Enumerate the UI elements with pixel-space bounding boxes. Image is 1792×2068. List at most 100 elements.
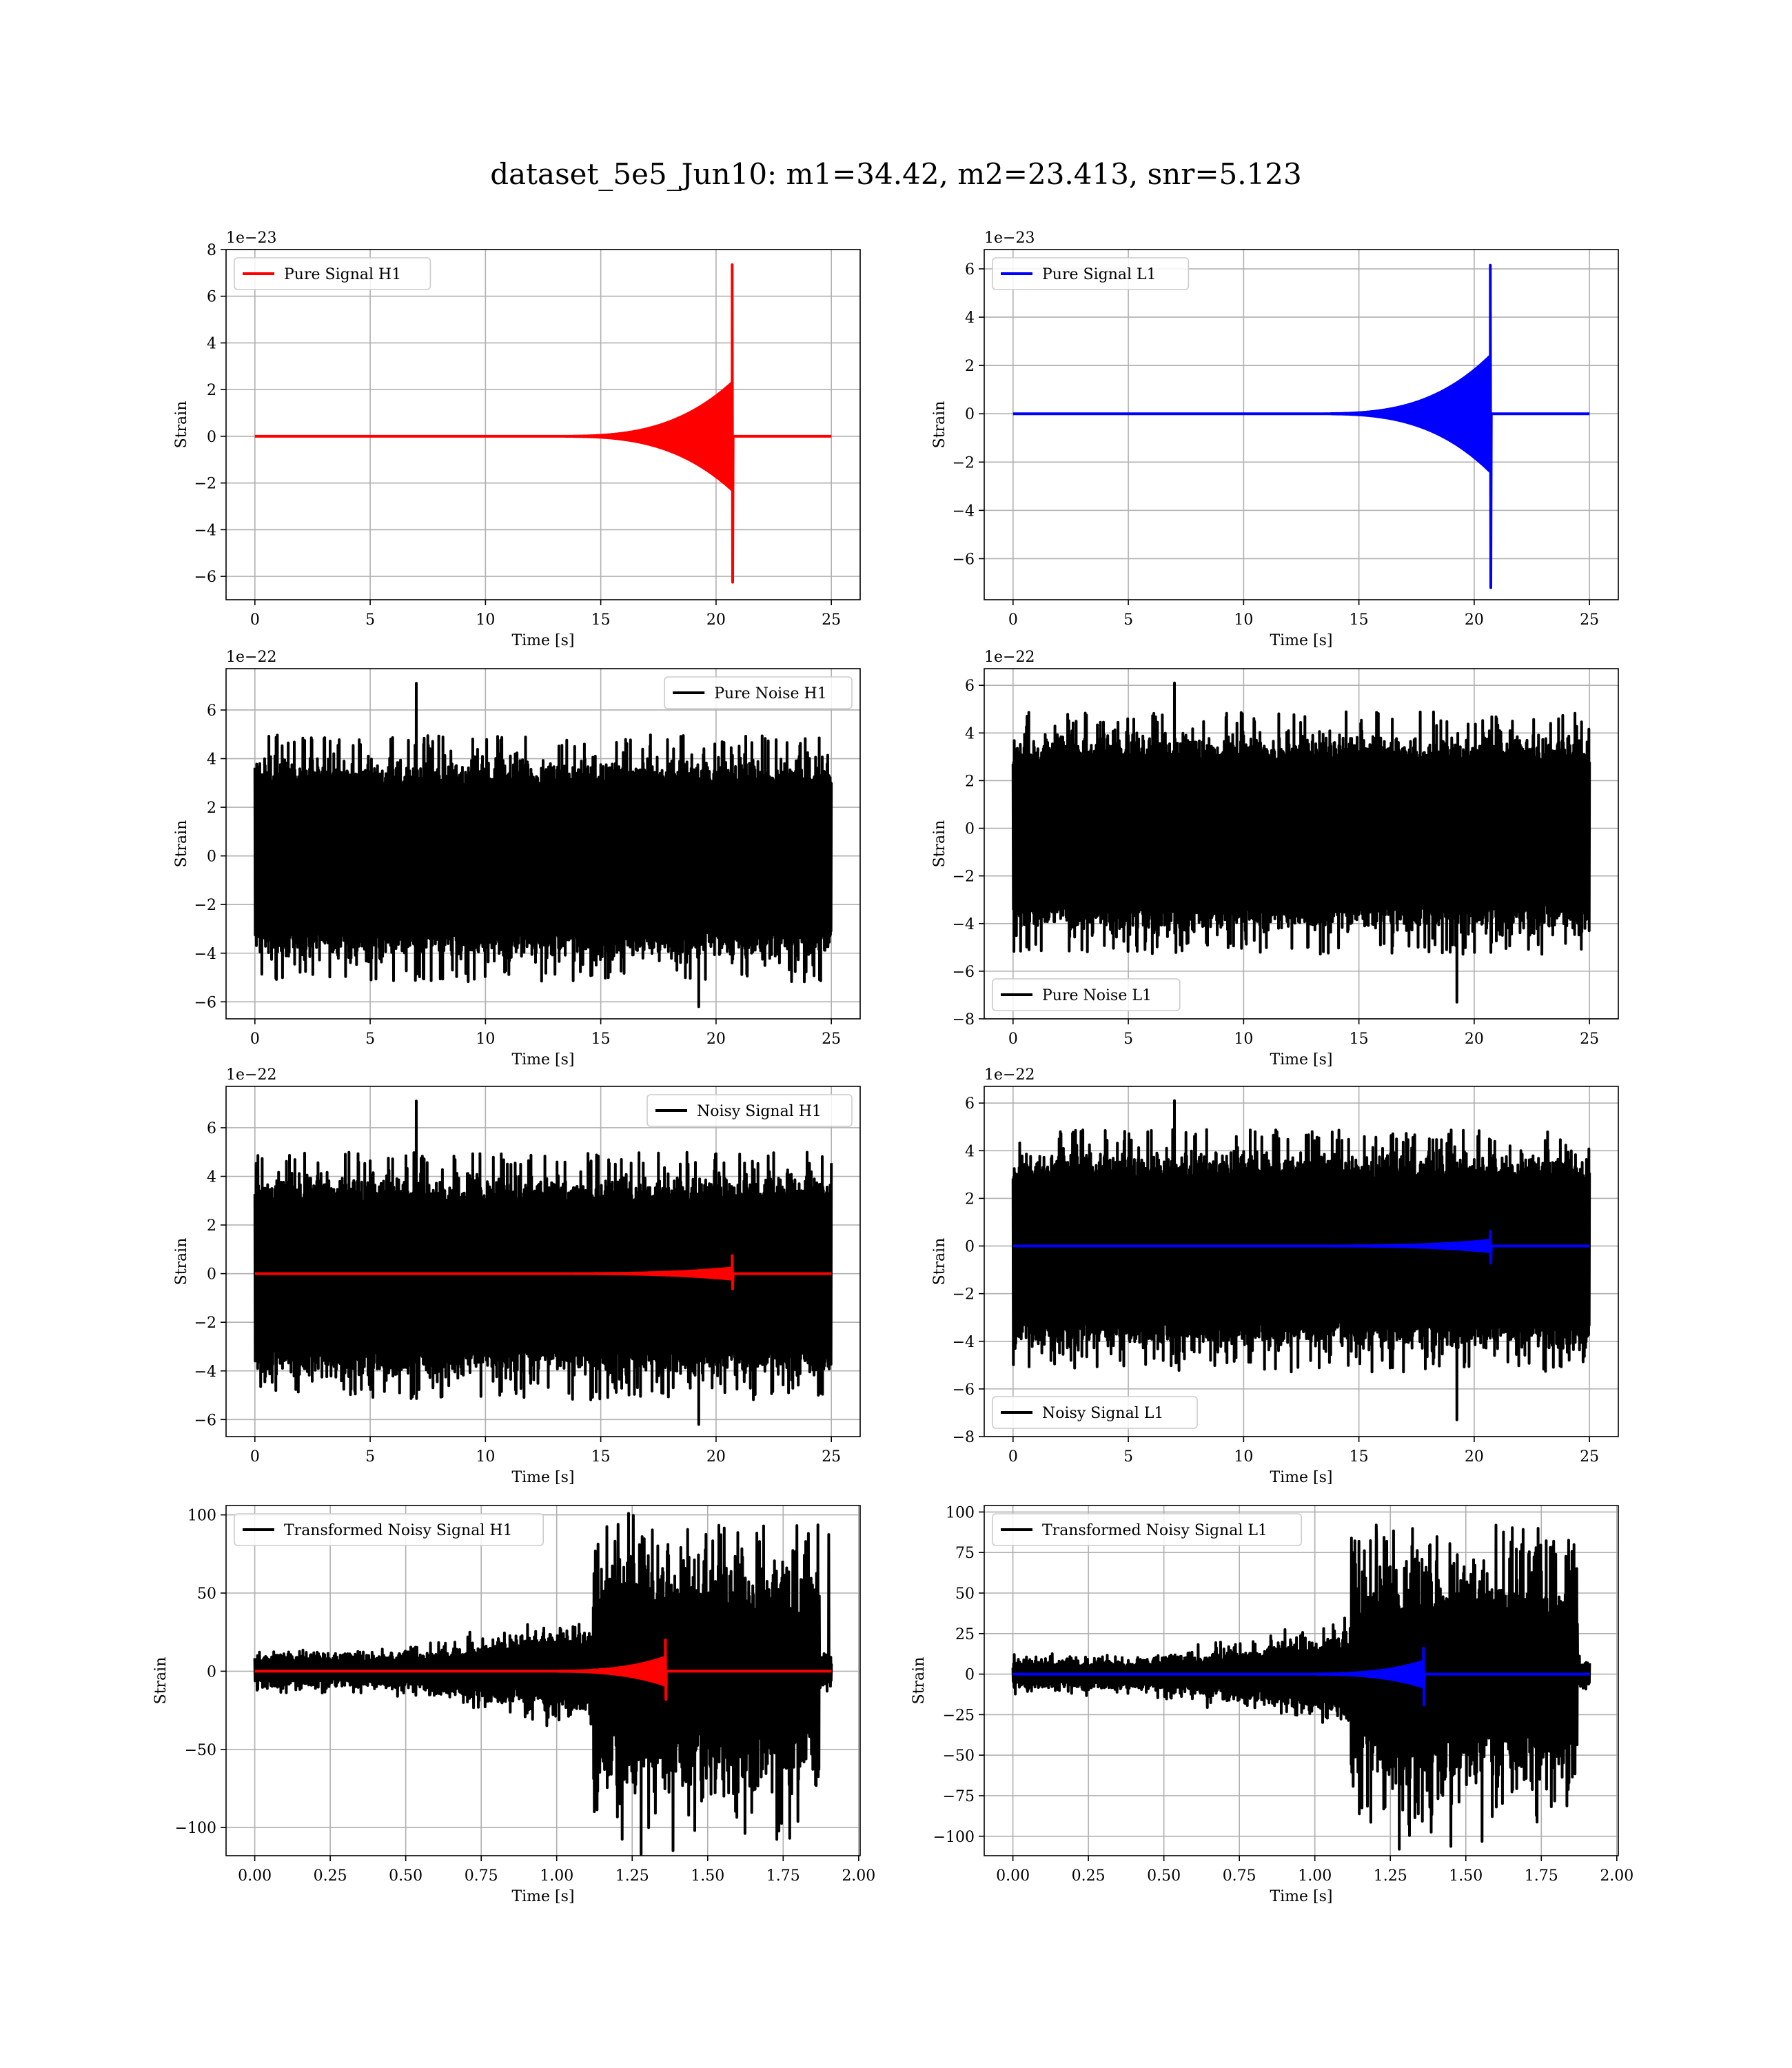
x-tick-label: 0.75 (1223, 1867, 1256, 1885)
legend-label: Pure Signal L1 (1042, 266, 1157, 283)
series-line-transformed-noisy-signal-h1-overlay (254, 1639, 832, 1701)
x-tick-label: 20 (1465, 611, 1484, 629)
axes-frame (984, 249, 1619, 600)
plot-area (1011, 681, 1591, 1004)
y-tick-label: 4 (965, 1143, 975, 1160)
legend-frame (992, 1513, 1303, 1546)
x-axis-label: Time [s] (1270, 1469, 1332, 1486)
series-line-transformed-noisy-signal-l1-overlay (1012, 1647, 1590, 1707)
chart-panel-pure-signal-h1: 0 5 10 15 20 25 −6 −4 −2 0 2 4 6 8 1e−23 Time [s] Strain… (173, 230, 861, 649)
y-tick-label: 0 (965, 1239, 975, 1256)
legend-label: Transformed Noisy Signal H1 (284, 1522, 513, 1539)
y-tick-label: 75 (955, 1545, 975, 1562)
legend-frame (664, 676, 853, 709)
y-tick-label: 6 (207, 289, 216, 306)
legend-label: Pure Signal H1 (284, 266, 401, 283)
x-tick-label: 15 (1350, 1448, 1369, 1466)
legend-frame (646, 1094, 853, 1127)
series-line-pure-signal-l1 (1012, 263, 1590, 589)
x-tick-label: 25 (822, 1031, 841, 1048)
x-axis-label: Time [s] (1270, 1888, 1332, 1905)
x-tick-label: 0.75 (465, 1867, 498, 1885)
y-tick-label: −8 (953, 1011, 975, 1028)
x-tick-label: 1.75 (1525, 1867, 1558, 1885)
series-line-noisy-signal-l1-overlay (1012, 1230, 1590, 1265)
y-tick-label: −4 (953, 1334, 975, 1351)
y-tick-label: 0 (965, 1667, 975, 1684)
chart-panel-transformed-noisy-signal-h1: 0.00 0.25 0.50 0.75 1.00 1.25 1.50 1.75 2.00 −100… (152, 1505, 875, 1905)
x-tick-label: 0.25 (314, 1867, 347, 1885)
y-tick-label: 0 (207, 429, 216, 446)
y-tick-label: 100 (187, 1508, 216, 1525)
y-tick-label: 50 (197, 1585, 216, 1603)
y-tick-label: −6 (953, 551, 975, 568)
x-tick-label: 25 (1580, 611, 1599, 629)
y-tick-label: −4 (194, 522, 216, 539)
x-tick-label: 25 (822, 1448, 841, 1466)
legend-label: Transformed Noisy Signal L1 (1042, 1522, 1267, 1539)
legend-label: Pure Noise L1 (1042, 987, 1152, 1004)
x-tick-label: 2.00 (842, 1867, 875, 1885)
y-tick-label: 0 (965, 406, 975, 423)
plot-area (1011, 1523, 1591, 1851)
y-tick-label: 2 (207, 800, 216, 817)
y-tick-label: −6 (194, 1412, 216, 1429)
y-tick-label: −4 (953, 503, 975, 520)
x-axis-label: Time [s] (511, 1888, 574, 1905)
x-tick-label: 5 (1123, 1448, 1133, 1466)
y-tick-label: −2 (953, 869, 975, 886)
y-axis-label: Strain (173, 1238, 190, 1286)
y-tick-label: −8 (953, 1429, 975, 1446)
axes-frame (225, 249, 861, 600)
x-tick-label: 0 (250, 611, 260, 629)
x-tick-label: 20 (706, 1448, 726, 1466)
series-line-noisy-signal-h1-overlay (254, 1254, 832, 1290)
x-tick-label: 20 (1465, 1031, 1484, 1048)
axes-frame (984, 1505, 1619, 1856)
y-axis-label: Strain (910, 1657, 928, 1705)
y-tick-label: 2 (965, 773, 975, 790)
y-tick-label: −25 (943, 1707, 975, 1724)
chart-panel-noisy-signal-h1: 0 5 10 15 20 25 −6 −4 −2 0 2 4 6 1e−22 Time [s] Strain N… (173, 1066, 861, 1486)
axes-frame (225, 668, 861, 1020)
y-tick-label: −100 (933, 1829, 975, 1846)
y-axis-label: Strain (931, 401, 948, 449)
x-tick-label: 1.00 (540, 1867, 573, 1885)
x-tick-label: 2.00 (1600, 1867, 1633, 1885)
y-tick-label: 25 (955, 1626, 975, 1643)
x-tick-label: 0 (1008, 611, 1018, 629)
y-tick-label: 4 (207, 335, 216, 352)
x-tick-label: 1.50 (1449, 1867, 1483, 1885)
y-tick-label: 6 (965, 678, 975, 695)
series-line-pure-signal-h1 (254, 263, 832, 584)
y-tick-label: 0 (207, 1663, 216, 1681)
x-tick-label: 0.25 (1072, 1867, 1106, 1885)
x-tick-label: 5 (1123, 611, 1133, 629)
y-tick-label: 6 (965, 261, 975, 278)
y-tick-label: 6 (965, 1095, 975, 1113)
y-tick-label: 4 (207, 751, 216, 769)
x-tick-label: 0.50 (1147, 1867, 1181, 1885)
x-axis-label: Time [s] (1270, 632, 1332, 649)
offset-text: 1e−22 (984, 1066, 1035, 1084)
x-tick-label: 25 (822, 611, 841, 629)
x-axis-label: Time [s] (511, 1051, 574, 1068)
y-tick-label: −75 (943, 1788, 975, 1805)
x-tick-label: 15 (1350, 611, 1369, 629)
y-tick-label: 2 (965, 1190, 975, 1208)
y-tick-label: −6 (953, 964, 975, 981)
x-axis-label: Time [s] (1270, 1051, 1332, 1068)
x-tick-label: 0.00 (996, 1867, 1030, 1885)
y-axis-label: Strain (931, 820, 948, 868)
x-tick-label: 0 (250, 1031, 260, 1048)
legend-frame (992, 257, 1190, 290)
axes-frame (984, 1086, 1619, 1437)
y-axis-label: Strain (173, 401, 190, 449)
y-tick-label: −2 (194, 476, 216, 493)
x-tick-label: 10 (1234, 1448, 1253, 1466)
y-tick-label: −6 (953, 1381, 975, 1399)
figure-title: dataset_5e5_Jun10: m1=34.42, m2=23.413, … (490, 157, 1302, 191)
offset-text: 1e−22 (984, 649, 1035, 666)
plot-area (253, 682, 833, 1008)
series-line-pure-noise-l1 (1011, 681, 1591, 1004)
